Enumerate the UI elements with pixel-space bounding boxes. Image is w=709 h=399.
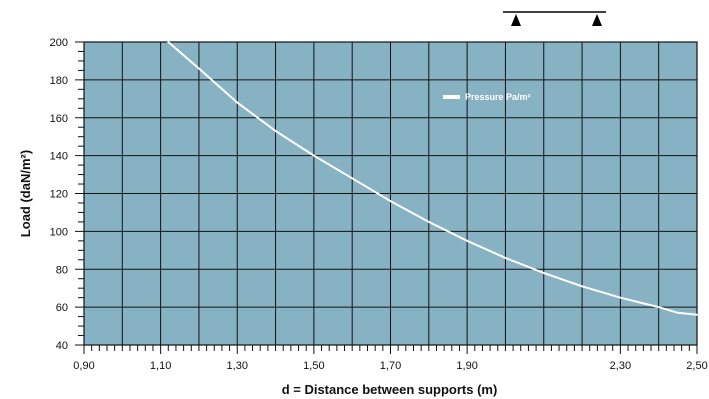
y-tick-label: 80 (56, 264, 68, 276)
beam-with-two-supports-icon (503, 11, 606, 26)
y-tick-label: 120 (50, 189, 68, 201)
series-line-pressure (167, 41, 698, 316)
y-tick-label: 160 (50, 113, 68, 125)
x-tick-label: 1,70 (380, 360, 401, 372)
x-tick-label: 1,30 (227, 360, 248, 372)
y-tick-label: 100 (50, 226, 68, 238)
y-tick-label: 40 (56, 340, 68, 352)
x-tick-label: 2,30 (610, 360, 631, 372)
x-tick-label: 1,90 (456, 360, 477, 372)
y-axis-title: Load (daN/m²) (18, 150, 33, 237)
y-tick-label: 180 (50, 75, 68, 87)
x-tick-label: 1,50 (303, 360, 324, 372)
x-tick-labels: 0,90 1,10 1,30 1,50 1,70 1,90 2,30 2,50 (73, 360, 707, 372)
y-tick-labels: 40 60 80 100 120 140 160 180 200 (50, 37, 68, 352)
x-tick-label: 2,50 (686, 360, 707, 372)
x-axis-title: d = Distance between supports (m) (282, 382, 498, 397)
legend-label: Pressure Pa/m² (465, 92, 531, 102)
y-tick-label: 200 (50, 37, 68, 49)
minor-ticks (75, 41, 698, 354)
y-tick-label: 140 (50, 151, 68, 163)
legend-swatch (443, 95, 460, 99)
y-tick-label: 60 (56, 302, 68, 314)
x-tick-label: 1,10 (150, 360, 171, 372)
x-tick-label: 0,90 (73, 360, 94, 372)
series-group (167, 41, 698, 316)
legend: Pressure Pa/m² (443, 92, 531, 102)
